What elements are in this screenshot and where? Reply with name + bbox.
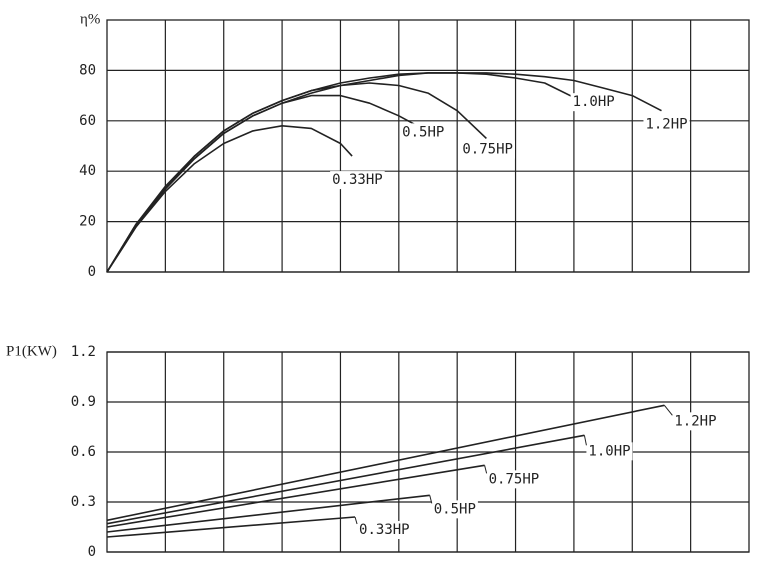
label-bg [586,442,633,461]
series-line [106,72,586,273]
series-line [106,125,353,273]
series-label: 1.2HP [674,413,716,429]
series-line [106,464,485,528]
y-tick-label: 0 [88,544,96,560]
y-tick-label: 0.3 [71,494,96,510]
label-bg [570,93,617,112]
leader-line [429,495,433,504]
series-line [106,404,665,522]
leader-line [484,465,488,474]
series-line [106,72,662,273]
series-label: 1.0HP [573,94,615,110]
series-label: 1.2HP [645,117,687,133]
series-line [106,82,487,273]
series-line [106,516,356,538]
series-label: 0.33HP [359,522,410,538]
leader-line [583,435,587,446]
series-label: 0.5HP [402,124,444,140]
y-axis-label: P1(KW) [6,343,57,359]
series-label: 0.5HP [434,501,476,517]
series-label: 0.75HP [462,141,513,157]
series-line [106,434,585,525]
leader-line [663,405,673,416]
y-tick-label: 1.2 [71,344,96,360]
series-label: 0.75HP [489,471,540,487]
label-bg [486,470,542,489]
label-bg [643,115,690,134]
label-bg [330,171,385,190]
y-tick-label: 20 [79,214,96,230]
series-line [106,494,430,533]
y-tick-label: 0 [88,264,96,280]
leader-line [354,516,358,525]
y-tick-label: 80 [79,62,96,78]
label-bg [357,521,412,539]
label-bg [431,500,478,519]
y-tick-label: 60 [79,113,96,129]
y-tick-label: 40 [79,163,96,179]
series-label: 0.33HP [332,172,383,188]
label-bg [400,123,447,142]
label-bg [460,140,515,159]
plot-frame [106,19,750,273]
label-bg [672,412,719,431]
series-label: 1.0HP [588,443,630,459]
y-axis-label: η% [80,11,100,27]
y-tick-label: 0.6 [71,444,96,460]
y-tick-label: 0.9 [71,394,96,410]
